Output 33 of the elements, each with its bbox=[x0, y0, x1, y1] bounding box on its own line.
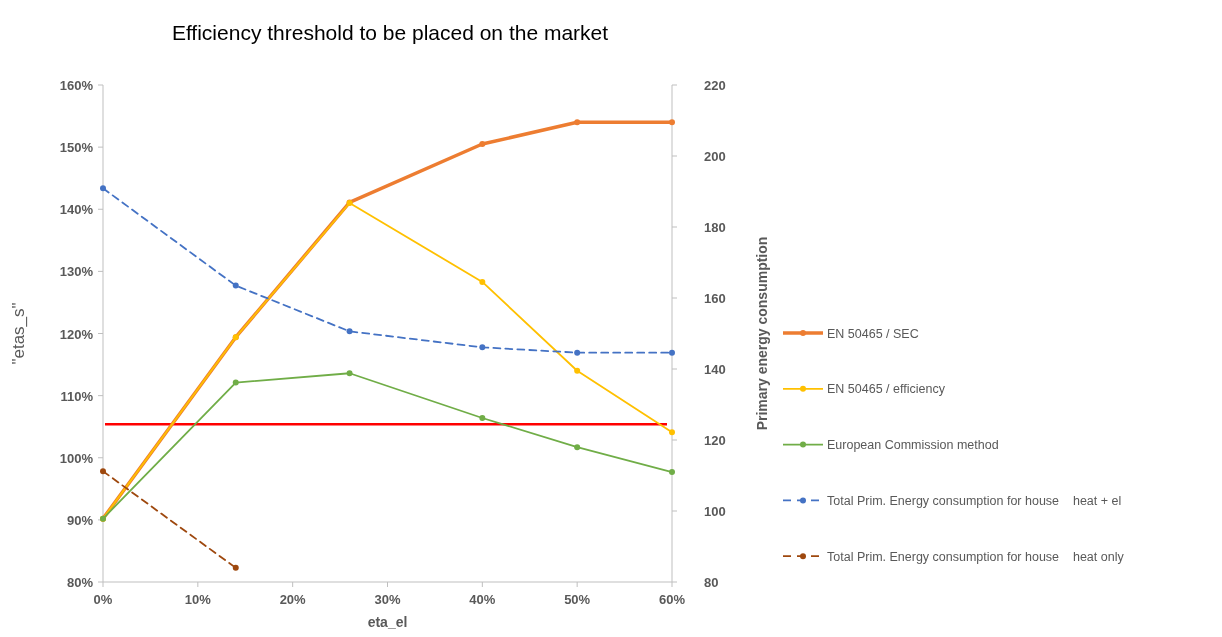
y-tick-label: 120% bbox=[59, 326, 94, 342]
y2-axis-title: Primary energy consumption bbox=[754, 236, 770, 431]
y2-tick-label: 80 bbox=[704, 575, 719, 590]
y2-tick-label: 140 bbox=[704, 362, 726, 377]
y-tick-label: 90% bbox=[66, 512, 94, 528]
legend-label: EN 50465 / SEC bbox=[827, 326, 919, 341]
x-tick-label: 30% bbox=[374, 592, 401, 607]
y2-tick-label: 200 bbox=[704, 149, 726, 164]
y-tick-label: 130% bbox=[59, 264, 94, 280]
x-tick-label: 60% bbox=[658, 592, 686, 607]
y-tick-label: 110% bbox=[60, 388, 94, 404]
y2-tick-label: 220 bbox=[704, 78, 726, 93]
x-tick-label: 40% bbox=[469, 592, 496, 607]
y-axis-title: "etas_s" bbox=[9, 302, 28, 365]
y-tick-label: 100% bbox=[59, 450, 94, 466]
y2-tick-label: 160 bbox=[704, 291, 726, 306]
legend-label: Total Prim. Energy consumption for house heat only bbox=[827, 549, 1125, 564]
x-tick-label: 10% bbox=[184, 592, 212, 607]
y-tick-label: 150% bbox=[59, 140, 94, 156]
x-tick-label: 20% bbox=[279, 592, 307, 607]
x-tick-label: 50% bbox=[564, 592, 591, 607]
y2-tick-label: 180 bbox=[704, 220, 726, 235]
y-tick-label: 80% bbox=[66, 575, 94, 590]
x-axis-title: eta_el bbox=[367, 614, 408, 630]
legend-label: European Commission method bbox=[827, 438, 999, 453]
chart-title: Efficiency threshold to be placed on the market bbox=[171, 21, 609, 44]
x-tick-label: 0% bbox=[93, 592, 113, 607]
y-tick-label: 140% bbox=[59, 202, 94, 218]
legend-label: Total Prim. Energy consumption for house heat + el bbox=[827, 493, 1122, 508]
y2-tick-label: 120 bbox=[704, 433, 726, 448]
y2-tick-label: 100 bbox=[704, 504, 726, 519]
y-tick-label: 160% bbox=[59, 78, 94, 93]
legend-label: EN 50465 / efficiency bbox=[827, 382, 946, 397]
